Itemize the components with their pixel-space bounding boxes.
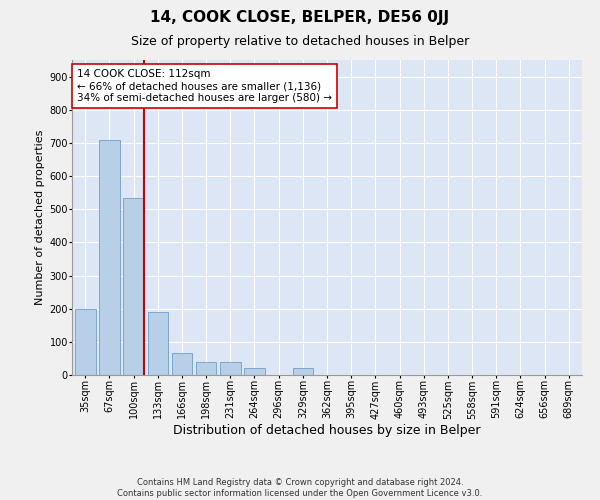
Bar	[172, 354, 192, 375]
Bar	[124, 198, 144, 375]
Text: Contains HM Land Registry data © Crown copyright and database right 2024.
Contai: Contains HM Land Registry data © Crown c…	[118, 478, 482, 498]
Bar	[99, 140, 120, 375]
X-axis label: Distribution of detached houses by size in Belper: Distribution of detached houses by size …	[173, 424, 481, 437]
Bar	[244, 368, 265, 375]
Bar	[148, 312, 168, 375]
Text: 14 COOK CLOSE: 112sqm
← 66% of detached houses are smaller (1,136)
34% of semi-d: 14 COOK CLOSE: 112sqm ← 66% of detached …	[77, 70, 332, 102]
Text: Size of property relative to detached houses in Belper: Size of property relative to detached ho…	[131, 35, 469, 48]
Bar	[75, 308, 95, 375]
Text: 14, COOK CLOSE, BELPER, DE56 0JJ: 14, COOK CLOSE, BELPER, DE56 0JJ	[151, 10, 449, 25]
Bar	[220, 362, 241, 375]
Bar	[196, 362, 217, 375]
Y-axis label: Number of detached properties: Number of detached properties	[35, 130, 45, 305]
Bar	[293, 368, 313, 375]
